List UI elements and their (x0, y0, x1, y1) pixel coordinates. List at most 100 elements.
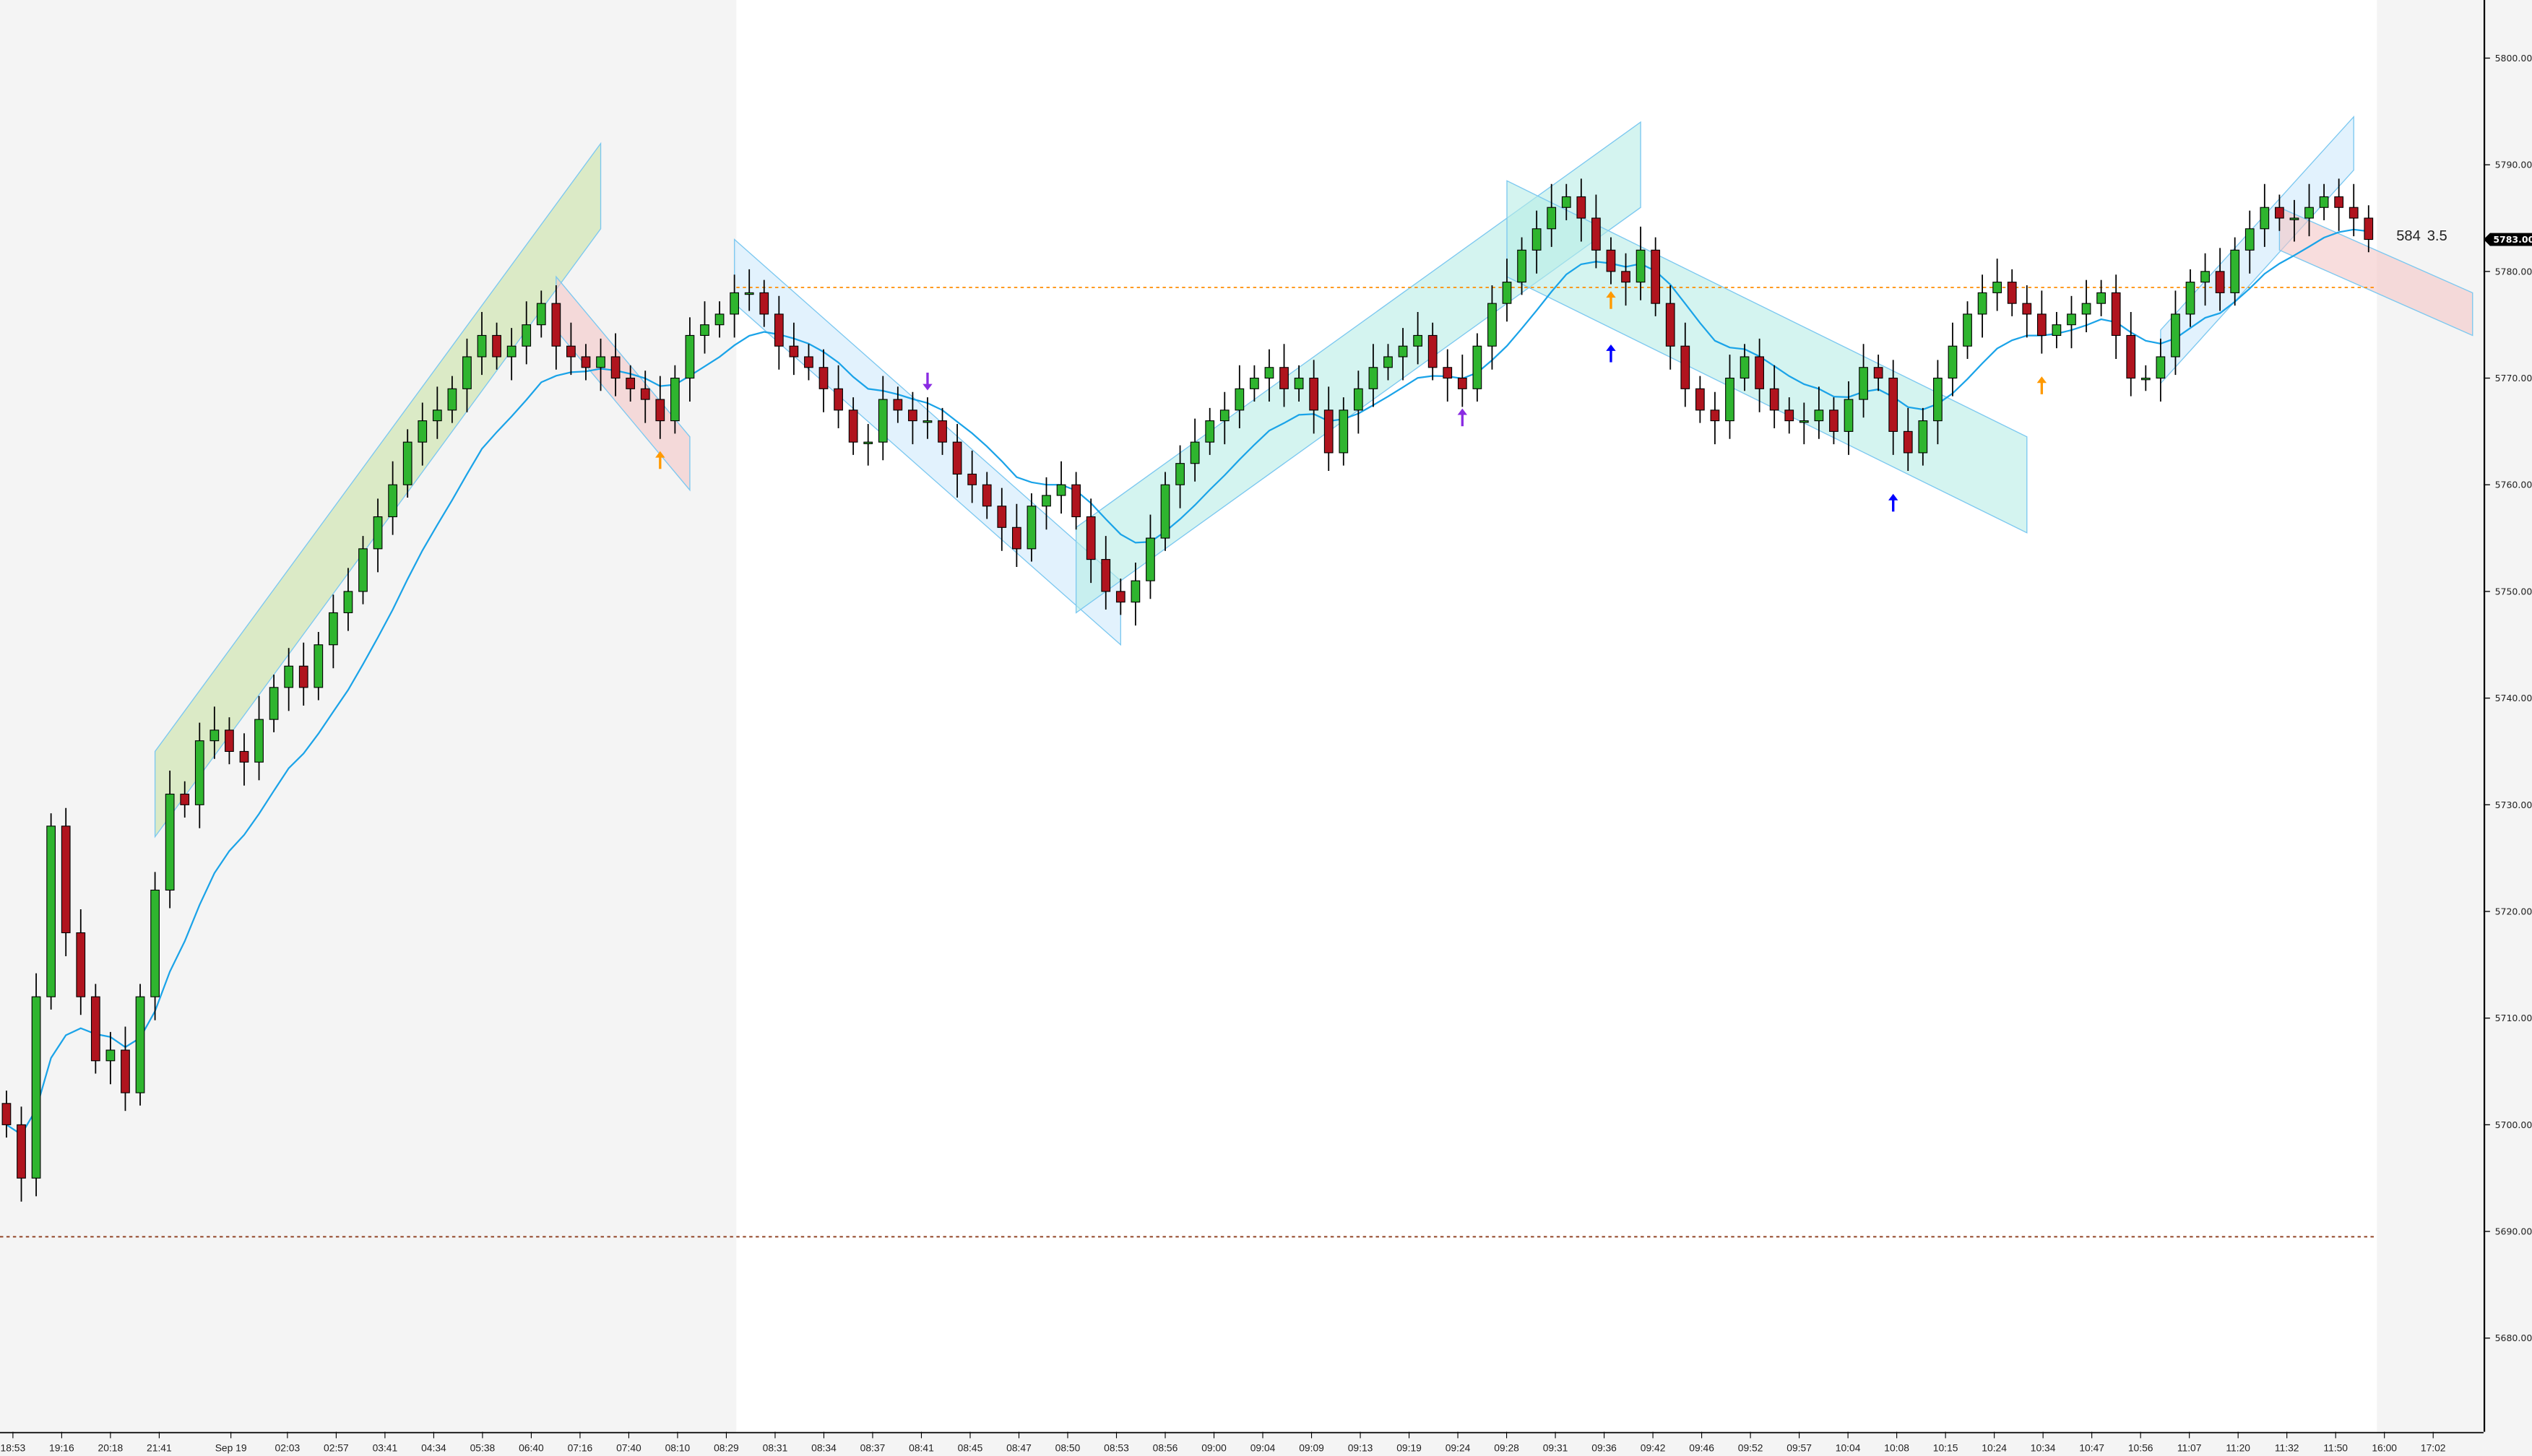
candle (150, 889, 160, 997)
candle (1, 1103, 12, 1125)
x-tick-label: 03:41 (373, 1442, 398, 1453)
y-tick-label: 5690.00 (2495, 1226, 2532, 1237)
candle (997, 506, 1007, 528)
moving-average-line (6, 228, 2369, 1136)
candle (2036, 313, 2047, 337)
x-tick-label: 09:13 (1348, 1442, 1373, 1453)
candle (908, 410, 917, 422)
candle (1175, 463, 1185, 485)
candle (744, 292, 754, 295)
x-tick-label: 09:42 (1641, 1442, 1666, 1453)
candle (61, 826, 71, 934)
y-tick-label: 5710.00 (2495, 1013, 2532, 1023)
candle (1888, 377, 1898, 432)
candle (2126, 334, 2136, 379)
candle (1131, 580, 1141, 603)
overnight-session-shade (0, 0, 737, 1432)
x-tick-label: 10:47 (2079, 1442, 2104, 1453)
x-tick-label: 07:16 (568, 1442, 593, 1453)
candle (1472, 345, 1482, 389)
candle (2289, 217, 2299, 220)
candle (581, 356, 591, 368)
candle (31, 996, 41, 1179)
candle (1769, 388, 1779, 411)
x-tick-label: 17:02 (2421, 1442, 2446, 1453)
x-tick-label: 08:45 (958, 1442, 983, 1453)
y-tick-label: 5780.00 (2495, 266, 2532, 277)
x-tick-label: 08:50 (1055, 1442, 1081, 1453)
candle (1873, 367, 1883, 379)
channel-3 (1075, 121, 1641, 614)
candle (1829, 410, 1838, 432)
candle (730, 292, 739, 315)
candle (2052, 324, 2062, 337)
x-tick-label: 09:52 (1738, 1442, 1763, 1453)
x-tick-label: 09:04 (1250, 1442, 1276, 1453)
candle (2364, 217, 2374, 240)
candle (1651, 249, 1661, 304)
candle (1710, 410, 1720, 422)
y-tick-label: 5750.00 (2495, 586, 2532, 597)
candle (551, 303, 561, 347)
candle (1844, 399, 1854, 432)
candle (804, 356, 813, 368)
y-tick-label: 5680.00 (2495, 1332, 2532, 1343)
arrow-head-icon (923, 384, 933, 391)
candle (1264, 367, 1274, 379)
candle (314, 644, 324, 688)
candle (1963, 313, 1972, 347)
candle (2200, 271, 2210, 283)
x-tick-label: 21:41 (147, 1442, 172, 1453)
candle (1383, 356, 1393, 368)
x-tick-label: 09:19 (1396, 1442, 1422, 1453)
candle (225, 729, 234, 753)
candle (1606, 249, 1616, 272)
bottom-axis-bg (0, 1433, 2532, 1456)
candle (284, 665, 294, 688)
signal-markers (655, 291, 2047, 512)
candle (2111, 292, 2121, 337)
candle (1457, 377, 1467, 389)
candle (1740, 356, 1750, 379)
y-axis[interactable]: 5800.00 5790.00 5780.00 5770.00 5760.00 5750.… (2483, 53, 2532, 1343)
x-tick-label: 09:00 (1201, 1442, 1227, 1453)
candle (1250, 377, 1259, 389)
candle (358, 548, 368, 592)
candle (17, 1124, 26, 1179)
candle (46, 826, 56, 997)
arrow-head-icon (1606, 291, 1616, 298)
candle (2319, 196, 2329, 208)
channel-0 (154, 142, 602, 838)
x-tick-label: 02:03 (275, 1442, 301, 1453)
candle (254, 719, 264, 763)
candle (76, 932, 86, 997)
arrow-head-icon (1457, 408, 1468, 415)
candle (2156, 356, 2166, 379)
candle (626, 377, 636, 389)
candle (610, 356, 621, 379)
arrow-head-icon (2036, 376, 2047, 384)
candle (1784, 410, 1794, 422)
candle (492, 334, 501, 358)
candle (685, 334, 695, 379)
candle (818, 367, 829, 389)
x-axis[interactable]: 18:53 19:16 20:18 21:41 Sep 19 02:03 02:57 03:4… (1, 1431, 2446, 1453)
candle (1323, 410, 1334, 454)
candle (878, 399, 888, 443)
x-tick-label: 18:53 (1, 1442, 26, 1453)
x-tick-label: 19:16 (49, 1442, 74, 1453)
x-tick-label: 09:24 (1446, 1442, 1471, 1453)
candle (418, 420, 428, 443)
x-tick-label: 09:31 (1543, 1442, 1568, 1453)
x-tick-label: 20:18 (98, 1442, 124, 1453)
last-price-value: 5783.00 (2493, 234, 2532, 245)
candle (1427, 334, 1438, 368)
candle (596, 356, 605, 368)
candle (506, 345, 517, 358)
candle (1903, 430, 1913, 454)
candle (655, 399, 665, 422)
x-tick-label: 04:34 (421, 1442, 446, 1453)
x-tick-label: 10:34 (2031, 1442, 2056, 1453)
candle (2140, 377, 2151, 381)
